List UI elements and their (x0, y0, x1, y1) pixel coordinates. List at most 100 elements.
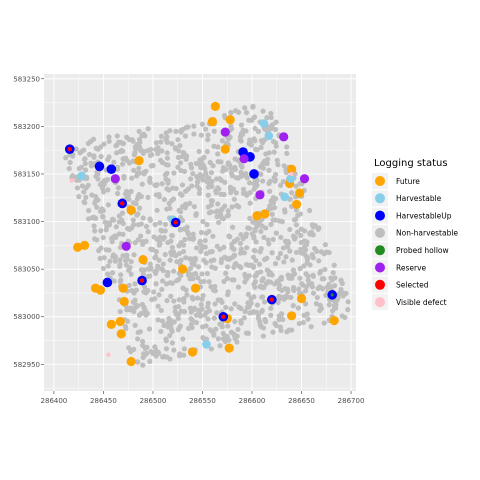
future-point (252, 211, 262, 221)
non-harvestable-point (272, 320, 278, 327)
non-harvestable-point (154, 207, 160, 213)
non-harvestable-point (160, 278, 166, 284)
non-harvestable-point (117, 263, 123, 270)
non-harvestable-point (330, 270, 336, 276)
non-harvestable-point (201, 154, 207, 160)
non-harvestable-point (211, 315, 217, 321)
non-harvestable-point (190, 170, 196, 177)
non-harvestable-point (155, 303, 161, 309)
non-harvestable-point (136, 128, 142, 134)
non-harvestable-point (282, 286, 288, 292)
non-harvestable-point (277, 324, 284, 330)
non-harvestable-point (166, 187, 172, 193)
non-harvestable-point (278, 311, 285, 317)
non-harvestable-point (264, 255, 270, 261)
non-harvestable-point (300, 319, 307, 326)
non-harvestable-point (214, 243, 220, 249)
non-harvestable-point (301, 263, 307, 269)
non-harvestable-point (159, 286, 165, 293)
non-harvestable-point (118, 272, 124, 278)
non-harvestable-point (268, 114, 274, 121)
non-harvestable-point (218, 297, 224, 303)
non-harvestable-point (274, 278, 280, 285)
non-harvestable-point (82, 200, 88, 206)
non-harvestable-point (290, 267, 297, 273)
non-harvestable-point (193, 212, 199, 218)
non-harvestable-point (167, 332, 173, 339)
non-harvestable-point (281, 163, 287, 169)
non-harvestable-point (142, 345, 148, 352)
non-harvestable-point (129, 225, 135, 231)
non-harvestable-point (339, 313, 345, 319)
non-harvestable-point (117, 148, 123, 155)
y-tick-label: 583050 (13, 266, 40, 274)
non-harvestable-point (176, 297, 182, 303)
non-harvestable-point (205, 192, 211, 198)
non-harvestable-point (131, 252, 137, 258)
non-harvestable-point (242, 308, 248, 315)
non-harvestable-point (268, 305, 274, 311)
non-harvestable-point (177, 351, 183, 357)
future-point (190, 283, 201, 293)
non-harvestable-point (198, 301, 204, 308)
non-harvestable-point (290, 284, 297, 291)
non-harvestable-point (255, 128, 262, 135)
non-harvestable-point (185, 186, 191, 192)
legend-key-probed-hollow (375, 245, 385, 256)
legend-label-future: Future (396, 177, 420, 186)
non-harvestable-point (235, 326, 241, 333)
harvestableup-point (102, 277, 113, 288)
non-harvestable-point (97, 255, 103, 261)
non-harvestable-point (233, 175, 239, 181)
non-harvestable-point (181, 309, 188, 315)
non-harvestable-point (120, 253, 126, 259)
non-harvestable-point (191, 305, 198, 311)
non-harvestable-point (147, 261, 153, 267)
non-harvestable-point (169, 244, 175, 250)
non-harvestable-point (216, 219, 222, 226)
non-harvestable-point (179, 153, 185, 160)
legend-key-reserve (375, 262, 385, 273)
non-harvestable-point (158, 266, 165, 272)
non-harvestable-point (134, 196, 141, 202)
non-harvestable-point (214, 310, 220, 316)
non-harvestable-point (143, 168, 149, 174)
non-harvestable-point (312, 245, 318, 252)
non-harvestable-point (260, 140, 266, 146)
non-harvestable-point (228, 123, 234, 129)
non-harvestable-point (163, 346, 170, 352)
non-harvestable-point (252, 125, 258, 132)
legend-label-non-harvestable: Non-harvestable (396, 229, 458, 238)
non-harvestable-point (139, 338, 146, 345)
non-harvestable-point (128, 259, 134, 265)
non-harvestable-point (190, 276, 196, 282)
non-harvestable-point (260, 178, 266, 184)
non-harvestable-point (295, 212, 301, 218)
non-harvestable-point (63, 155, 69, 161)
non-harvestable-point (305, 255, 311, 261)
non-harvestable-point (169, 340, 175, 346)
non-harvestable-point (246, 180, 253, 186)
non-harvestable-point (205, 316, 211, 322)
non-harvestable-point (208, 170, 215, 176)
reserve-point (220, 127, 230, 137)
future-point (80, 240, 90, 250)
non-harvestable-point (191, 131, 197, 137)
non-harvestable-point (300, 282, 306, 288)
non-harvestable-point (287, 248, 293, 254)
non-harvestable-point (158, 307, 164, 314)
non-harvestable-point (321, 320, 327, 326)
non-harvestable-point (137, 205, 143, 211)
future-point (329, 315, 339, 326)
non-harvestable-point (266, 241, 272, 247)
non-harvestable-point (147, 266, 154, 272)
non-harvestable-point (85, 140, 91, 147)
future-point (224, 343, 234, 353)
non-harvestable-point (225, 161, 231, 168)
non-harvestable-point (66, 165, 72, 172)
non-harvestable-point (165, 240, 171, 246)
non-harvestable-point (187, 265, 194, 271)
non-harvestable-point (131, 346, 137, 352)
non-harvestable-point (115, 190, 121, 197)
non-harvestable-point (92, 193, 99, 200)
